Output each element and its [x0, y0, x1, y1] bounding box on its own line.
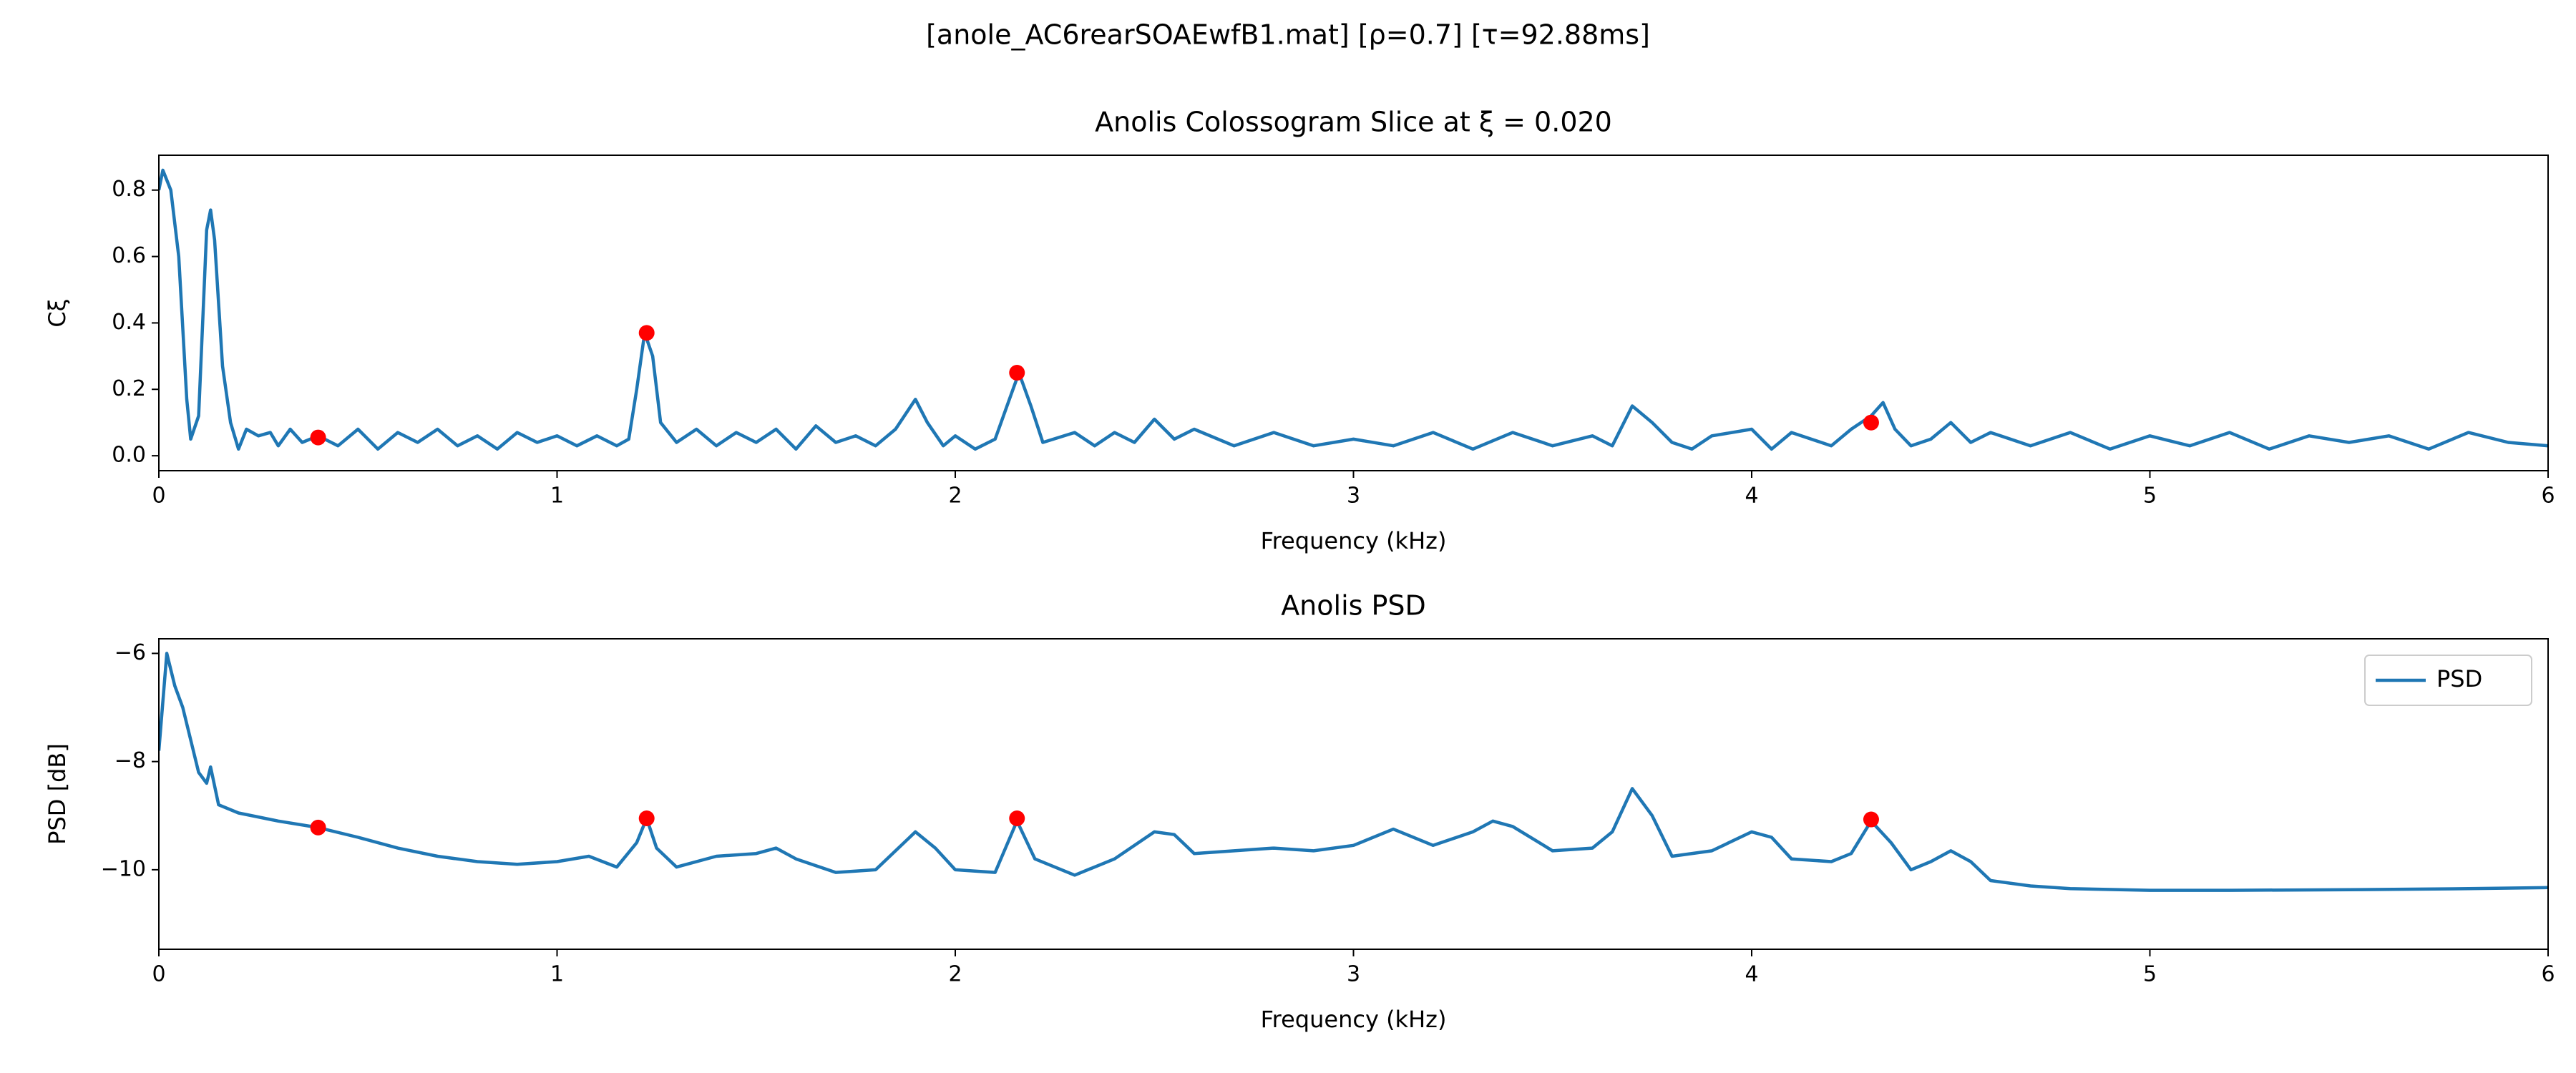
peak-marker — [310, 819, 326, 836]
x-tick-label: 1 — [550, 962, 564, 987]
axes-title: Anolis Colossogram Slice at ξ = 0.020 — [1095, 107, 1612, 138]
peak-marker — [1009, 810, 1025, 827]
x-tick-label: 2 — [948, 484, 962, 509]
peak-marker — [1863, 414, 1879, 431]
y-axis-label: Cξ — [44, 298, 71, 327]
y-axis-label: PSD [dB] — [44, 743, 71, 845]
x-axis-label: Frequency (kHz) — [1261, 1006, 1447, 1033]
peak-marker — [638, 325, 655, 341]
data-line — [159, 168, 2548, 451]
figure-title: [anole_AC6rearSOAEwfB1.mat] [ρ=0.7] [τ=9… — [926, 19, 1650, 51]
axes-title: Anolis PSD — [1281, 590, 1426, 622]
peak-marker — [1863, 811, 1879, 828]
plot-area — [159, 168, 2548, 451]
axes-frame — [158, 155, 2549, 471]
y-tick-label: 0.0 — [112, 443, 146, 468]
peak-marker — [310, 429, 326, 446]
x-tick-label: 2 — [948, 962, 962, 987]
y-tick-label: −10 — [101, 856, 146, 881]
x-tick-label: 1 — [550, 484, 564, 509]
x-tick-label: 3 — [1347, 484, 1360, 509]
plot-area — [159, 652, 2548, 892]
x-tick-label: 5 — [2143, 484, 2157, 509]
x-tick-label: 6 — [2541, 962, 2555, 987]
data-line — [159, 652, 2548, 892]
y-tick-label: −8 — [114, 748, 146, 773]
x-tick-label: 0 — [152, 484, 165, 509]
legend-label: PSD — [2436, 665, 2482, 692]
x-tick-label: 4 — [1745, 484, 1758, 509]
x-tick-label: 5 — [2143, 962, 2157, 987]
axes-frame — [158, 638, 2549, 950]
x-tick-label: 3 — [1347, 962, 1360, 987]
y-tick-label: −6 — [114, 640, 146, 665]
x-tick-label: 6 — [2541, 484, 2555, 509]
x-axis-label: Frequency (kHz) — [1261, 527, 1447, 554]
peak-marker — [1009, 365, 1025, 381]
legend-box — [2364, 655, 2532, 706]
y-tick-label: 0.4 — [112, 310, 146, 335]
x-tick-label: 0 — [152, 962, 165, 987]
y-tick-label: 0.6 — [112, 243, 146, 268]
y-tick-label: 0.2 — [112, 376, 146, 401]
x-tick-label: 4 — [1745, 962, 1758, 987]
y-tick-label: 0.8 — [112, 177, 146, 202]
peak-marker — [638, 810, 655, 827]
